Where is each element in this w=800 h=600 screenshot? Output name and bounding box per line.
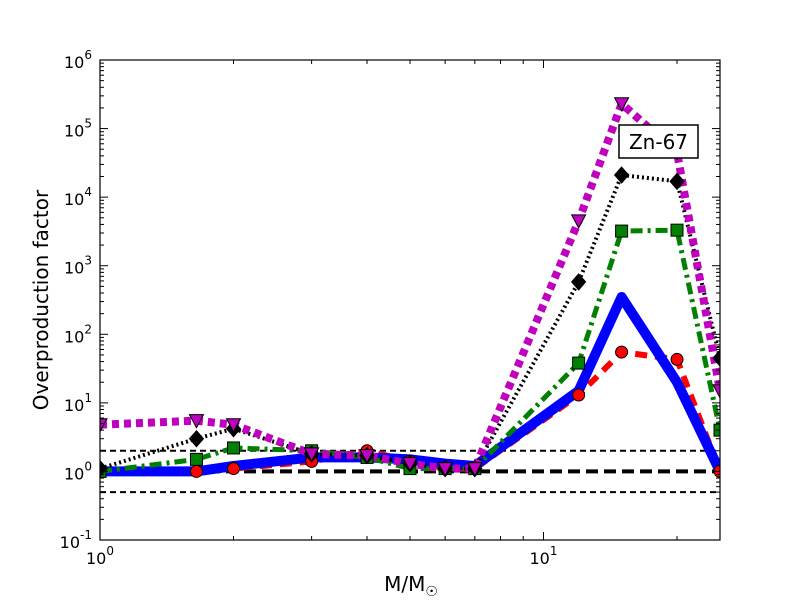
series-4-point-9 [613,97,630,112]
y-tick-label-6: 105 [64,117,92,141]
series-4-point-2 [225,418,242,433]
series-0-point-8 [572,388,586,402]
series-4-point-7 [466,462,483,477]
annotation-box: Zn-67 [618,124,699,159]
y-tick-label-3: 102 [64,322,92,346]
x-axis-title-main: M/M [384,572,425,596]
series-2-point-10 [670,223,684,237]
series-2-point-1 [189,452,203,466]
x-axis-title: M/M☉ [384,572,438,600]
y-tick-label-1: 100 [64,459,92,483]
series-4-point-6 [437,462,453,477]
series-0-point-10 [670,352,684,366]
series-0-point-2 [227,462,241,476]
x-tick-label-1: 101 [530,544,558,568]
series-4-point-1 [188,414,205,429]
y-tick-label-2: 101 [64,391,92,415]
series-0-point-1 [189,464,203,478]
series-4-point-11 [712,384,720,399]
series-4-point-5 [402,457,418,472]
series-3-point-9 [613,166,630,184]
series-2-point-2 [227,441,241,455]
y-tick-label-0: 10-1 [60,528,92,552]
series-3-point-1 [188,429,205,448]
series-4-point-8 [570,214,587,229]
series-4-point-3 [303,447,320,462]
series-3-point-0 [100,459,108,478]
x-axis-title-subscript: ☉ [425,584,438,600]
series-3-point-8 [570,273,587,291]
y-tick-label-5: 104 [64,185,92,209]
series-3-point-10 [669,172,685,191]
series-4-point-0 [100,418,108,433]
series-2-point-9 [615,224,629,238]
series-2-point-8 [572,356,586,370]
series-0-point-9 [615,345,629,359]
y-axis-title: Overproduction factor [29,189,53,410]
annotation-label: Zn-67 [629,130,688,154]
y-tick-label-7: 106 [64,48,92,72]
y-tick-label-4: 103 [64,254,92,278]
x-tick-label-0: 100 [86,544,114,568]
series-4-point-4 [359,449,375,464]
